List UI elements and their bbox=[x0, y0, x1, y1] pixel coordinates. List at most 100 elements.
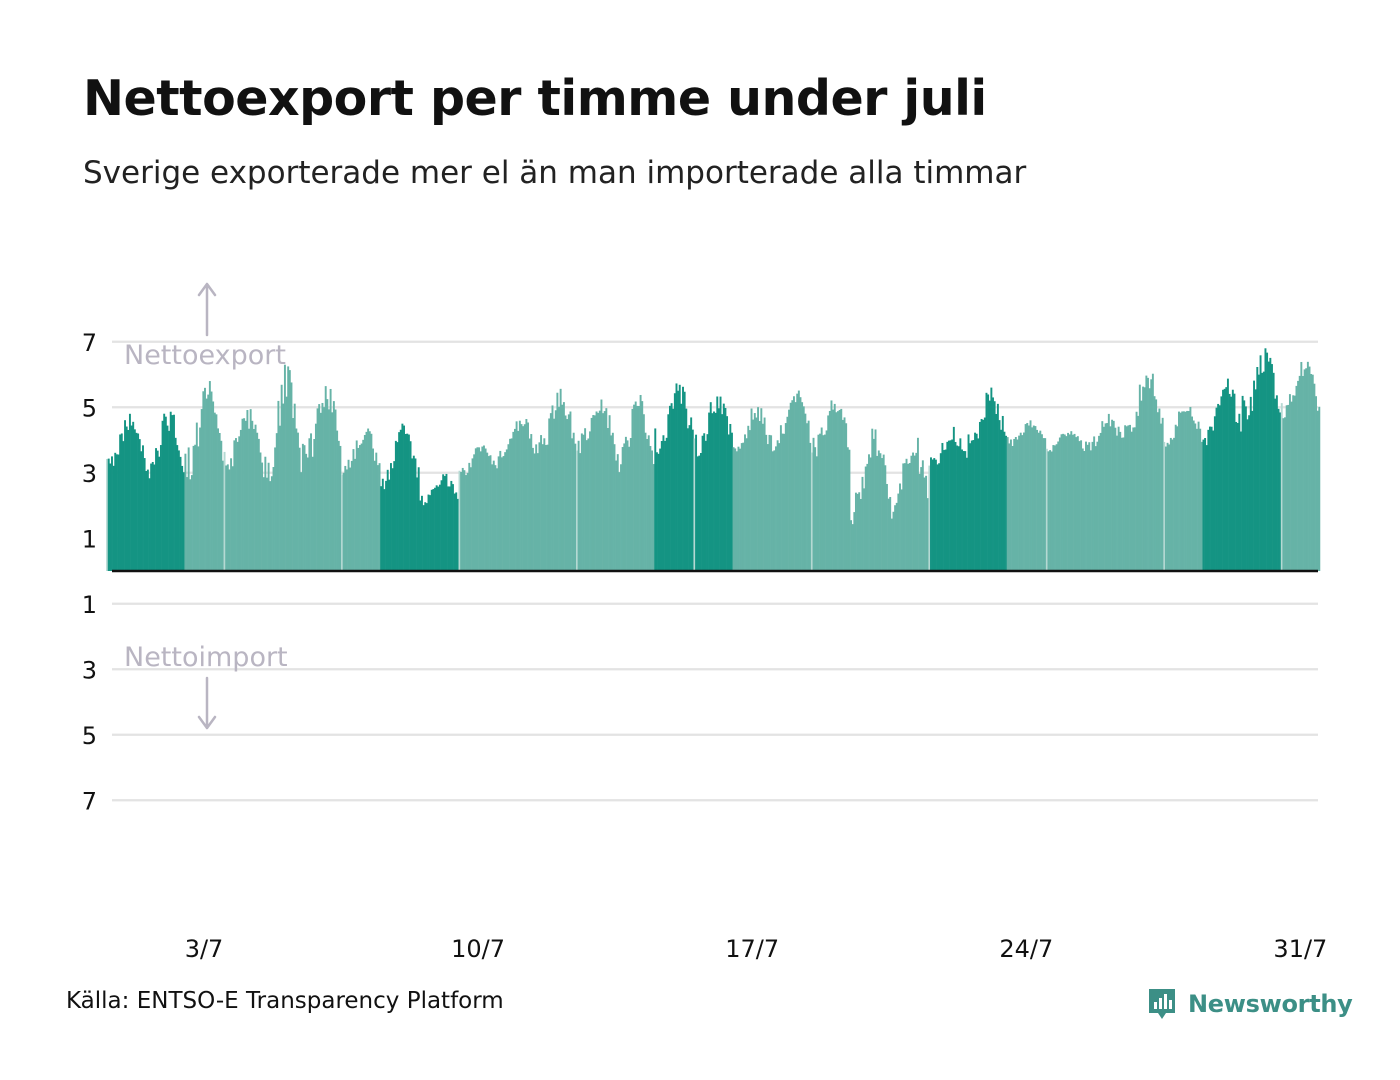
hour-bar: 18/7 10:00 — 4.93 bbox=[788, 409, 791, 571]
hour-bar: 1/7 1:00 — 3.43 bbox=[107, 458, 110, 571]
hour-bar: 6/7 3:00 — 3.47 bbox=[306, 457, 309, 571]
hour-bar: 22/7 17:00 — 3.83 bbox=[956, 445, 959, 571]
hour-bar: 13/7 10:00 — 4.76 bbox=[592, 415, 595, 571]
hour-bar: 1/7 7:00 — 3.56 bbox=[117, 454, 120, 571]
hour-bar: 3/7 21:00 — 4.21 bbox=[218, 432, 221, 571]
hour-bar: 28/7 23:00 — 3.94 bbox=[1200, 441, 1203, 571]
hour-bar: 19/7 3:00 — 3.50 bbox=[815, 456, 818, 571]
hour-bar: 3/7 11:00 — 5.49 bbox=[202, 391, 205, 571]
hour-bar: 23/7 20:00 — 4.31 bbox=[1000, 429, 1003, 571]
hour-bar: 19/7 12:00 — 5.21 bbox=[830, 400, 833, 571]
hour-bar: 22/7 9:00 — 3.69 bbox=[943, 450, 946, 571]
hour-bar: 22/7 10:00 — 3.71 bbox=[944, 449, 947, 571]
hour-bar: 13/7 19:00 — 4.37 bbox=[607, 428, 609, 571]
hour-bar: 25/7 10:00 — 4.19 bbox=[1062, 433, 1065, 571]
hour-bar: 24/7 0:00 — 4.09 bbox=[1006, 437, 1009, 571]
hour-bar: 21/7 13:00 — 3.52 bbox=[910, 455, 913, 571]
hour-bar: 31/7 16:00 — 6.39 bbox=[1306, 361, 1309, 571]
hour-bar: 25/7 9:00 — 4.17 bbox=[1060, 434, 1063, 571]
hour-bar: 7/7 3:00 — 3.10 bbox=[345, 469, 348, 571]
hour-bar: 17/7 18:00 — 4.50 bbox=[761, 423, 764, 571]
hour-bar: 14/7 20:00 — 4.14 bbox=[647, 435, 650, 571]
hour-bar: 23/7 11:00 — 5.44 bbox=[985, 392, 988, 571]
hour-bar: 19/7 10:00 — 4.75 bbox=[827, 415, 830, 571]
hour-bar: 5/7 20:00 — 4.35 bbox=[295, 428, 298, 571]
hour-bar: 6/7 13:00 — 5.00 bbox=[323, 407, 326, 571]
hour-bar: 22/7 1:00 — 3.47 bbox=[930, 457, 932, 571]
hour-bar: 11/7 1:00 — 3.67 bbox=[499, 450, 502, 571]
hour-bar: 20/7 18:00 — 3.60 bbox=[879, 453, 882, 571]
hour-bar: 8/7 7:00 — 3.14 bbox=[391, 468, 394, 571]
hour-bar: 27/7 1:00 — 4.42 bbox=[1125, 426, 1128, 571]
hour-bar: 12/7 9:00 — 5.06 bbox=[551, 405, 554, 571]
hour-bar: 7/7 21:00 — 3.61 bbox=[375, 452, 378, 571]
hour-bar: 12/7 22:00 — 4.22 bbox=[572, 432, 575, 571]
hour-bar: 2/7 20:00 — 3.68 bbox=[177, 450, 180, 571]
hour-bar: 21/7 1:00 — 1.60 bbox=[890, 518, 893, 571]
hour-bar: 4/7 2:00 — 3.26 bbox=[226, 464, 229, 571]
hour-bar: 26/7 4:00 — 3.94 bbox=[1091, 441, 1094, 571]
hour-bar: 27/7 17:00 — 6.02 bbox=[1151, 373, 1154, 571]
hour-bar: 11/7 21:00 — 3.76 bbox=[531, 447, 534, 571]
hour-bar: 25/7 4:00 — 3.85 bbox=[1052, 445, 1055, 571]
hour-bar: 13/7 3:00 — 4.20 bbox=[580, 433, 583, 571]
hour-bar: 10/7 9:00 — 3.56 bbox=[473, 454, 476, 571]
hour-bar: 27/7 11:00 — 5.63 bbox=[1142, 386, 1145, 571]
hour-bar: 7/7 19:00 — 3.74 bbox=[372, 448, 374, 571]
hour-bar: 19/7 8:00 — 4.17 bbox=[823, 434, 826, 571]
hour-bar: 20/7 14:00 — 4.03 bbox=[872, 438, 875, 571]
hour-bar: 5/7 5:00 — 2.89 bbox=[270, 476, 273, 571]
hour-bar: 17/7 17:00 — 4.97 bbox=[760, 408, 763, 571]
hour-bar: 9/7 3:00 — 2.10 bbox=[424, 502, 427, 571]
hour-bar: 2/7 2:00 — 2.83 bbox=[148, 478, 151, 571]
hour-bar: 21/7 11:00 — 3.27 bbox=[907, 463, 910, 571]
hour-bar: 11/7 0:00 — 3.50 bbox=[497, 456, 500, 571]
hour-bar: 4/7 8:00 — 3.94 bbox=[236, 441, 239, 571]
hour-bar: 17/7 9:00 — 4.43 bbox=[747, 425, 750, 571]
hour-bar: 20/7 19:00 — 3.45 bbox=[881, 458, 884, 571]
hour-bar: 31/7 9:00 — 5.65 bbox=[1295, 385, 1298, 571]
hour-bar: 4/7 6:00 — 3.99 bbox=[233, 440, 236, 571]
hour-bar: 6/7 17:00 — 5.56 bbox=[329, 388, 332, 571]
hour-bar: 26/7 22:00 — 4.07 bbox=[1120, 437, 1123, 571]
hour-bar: 9/7 22:00 — 2.40 bbox=[455, 492, 458, 571]
hour-bar: 15/7 20:00 — 4.36 bbox=[686, 428, 689, 571]
hour-bar: 3/7 3:00 — 2.80 bbox=[189, 479, 192, 571]
hour-bar: 25/7 22:00 — 3.74 bbox=[1081, 448, 1084, 571]
hour-bar: 31/7 8:00 — 5.35 bbox=[1293, 395, 1296, 571]
hour-bar: 11/7 4:00 — 3.63 bbox=[504, 452, 507, 571]
hour-bar: 28/7 20:00 — 4.34 bbox=[1195, 428, 1198, 571]
hour-bar: 30/7 22:00 — 4.95 bbox=[1277, 408, 1280, 571]
hour-bar: 10/7 12:00 — 3.78 bbox=[478, 447, 481, 571]
hour-bar: 22/7 12:00 — 3.98 bbox=[947, 440, 950, 571]
hour-bar: 3/7 22:00 — 3.98 bbox=[220, 440, 223, 571]
hour-bar: 6/7 6:00 — 3.49 bbox=[311, 456, 314, 571]
hour-bar: 21/7 17:00 — 4.07 bbox=[916, 437, 919, 571]
hour-bar: 16/7 5:00 — 4.13 bbox=[701, 435, 704, 571]
hour-bar: 14/7 12:00 — 5.17 bbox=[634, 401, 637, 571]
hour-bar: 23/7 14:00 — 5.60 bbox=[990, 387, 993, 571]
brand-logo[interactable]: Newsworthy bbox=[1146, 984, 1353, 1024]
hour-bar: 22/7 14:00 — 4.02 bbox=[951, 439, 954, 571]
hour-bar: 7/7 20:00 — 3.37 bbox=[373, 460, 376, 571]
hour-bar: 31/7 6:00 — 5.17 bbox=[1290, 401, 1293, 571]
hour-bar: 30/7 13:00 — 6.09 bbox=[1262, 371, 1265, 571]
hour-bar: 15/7 7:00 — 4.07 bbox=[665, 437, 668, 571]
hour-bar: 18/7 17:00 — 5.31 bbox=[799, 397, 802, 571]
hour-bar: 2/7 22:00 — 3.21 bbox=[181, 465, 184, 571]
hour-bar: 11/7 20:00 — 4.18 bbox=[530, 434, 533, 571]
hour-bar: 22/7 2:00 — 3.40 bbox=[931, 459, 934, 571]
hour-bar: 6/7 4:00 — 4.05 bbox=[308, 438, 311, 571]
hour-bar: 24/7 9:00 — 4.15 bbox=[1021, 435, 1024, 571]
hour-bar: 13/7 0:00 — 3.68 bbox=[576, 450, 578, 571]
hour-bar: 6/7 15:00 — 5.25 bbox=[326, 399, 329, 571]
x-tick-label: 3/7 bbox=[185, 935, 224, 963]
hour-bar: 19/7 9:00 — 4.29 bbox=[825, 430, 828, 571]
hour-bar: 11/7 12:00 — 4.28 bbox=[517, 430, 520, 571]
hour-bar: 5/7 22:00 — 3.76 bbox=[298, 447, 301, 571]
hour-bar: 18/7 11:00 — 5.14 bbox=[789, 402, 792, 571]
hour-bar: 17/7 10:00 — 4.30 bbox=[748, 430, 751, 571]
hour-bar: 25/7 14:00 — 4.17 bbox=[1068, 434, 1071, 571]
hour-bar: 28/7 9:00 — 4.87 bbox=[1178, 411, 1180, 571]
hour-bar: 6/7 7:00 — 4.03 bbox=[313, 439, 316, 571]
